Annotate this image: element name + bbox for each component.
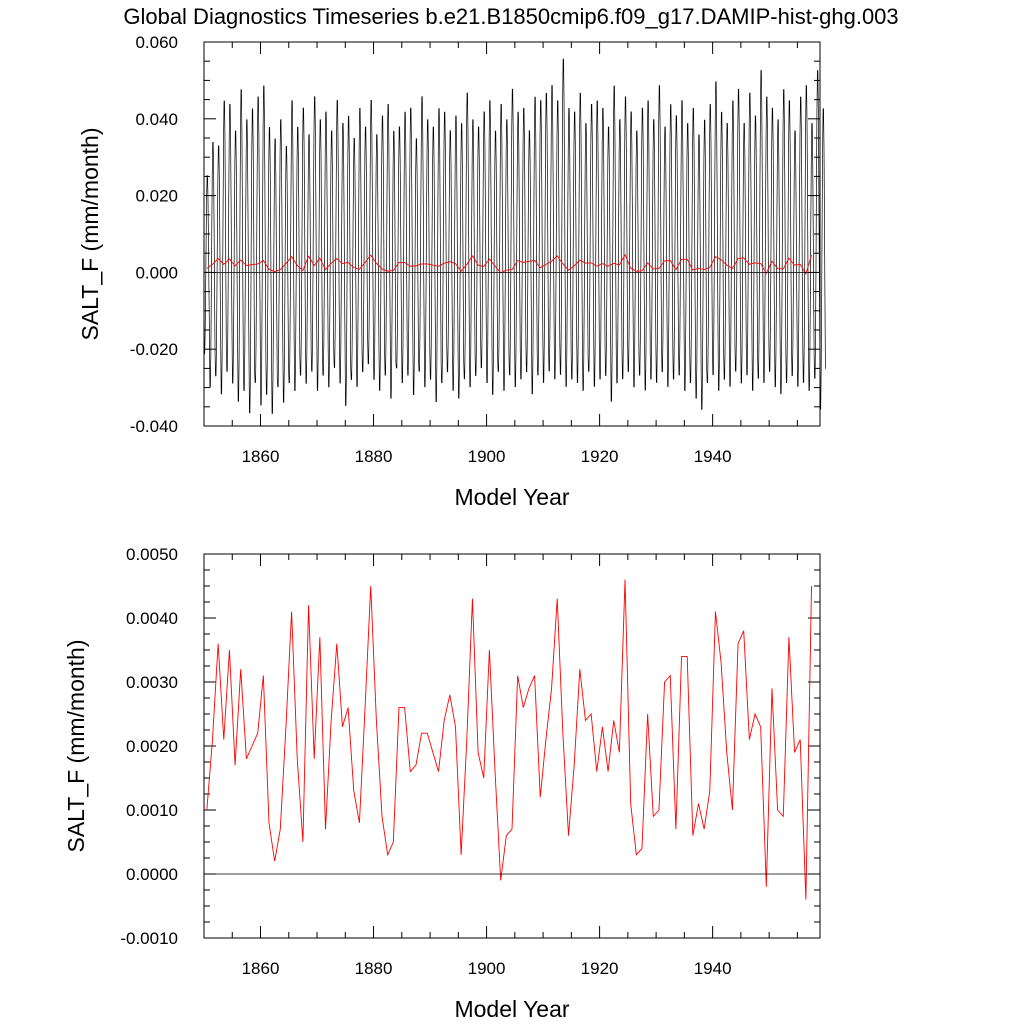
y-tick-label: 0.040 (135, 110, 178, 129)
y-tick-label: -0.020 (130, 340, 178, 359)
top-panel-monthly-series (204, 58, 826, 414)
figure-title: Global Diagnostics Timeseries b.e21.B185… (123, 4, 898, 29)
y-tick-label: 0.0020 (126, 737, 178, 756)
bottom-panel-annual-series (206, 579, 812, 900)
x-tick-label: 1920 (581, 447, 619, 466)
top-panel-y-tick-labels: -0.040 -0.020 0.000 0.020 0.040 0.060 (130, 33, 178, 436)
y-tick-label: 0.0040 (126, 609, 178, 628)
x-tick-label: 1900 (468, 447, 506, 466)
bottom-panel-frame (203, 553, 821, 939)
x-tick-label: 1880 (355, 447, 393, 466)
y-tick-label: -0.0010 (120, 929, 178, 948)
y-tick-label: -0.040 (130, 417, 178, 436)
x-tick-label: 1880 (355, 959, 393, 978)
y-tick-label: 0.060 (135, 33, 178, 52)
y-tick-label: 0.020 (135, 187, 178, 206)
x-tick-label: 1900 (468, 959, 506, 978)
annual-mean-line (206, 579, 812, 900)
bottom-panel-x-tick-labels: 1860 1880 1900 1920 1940 (242, 959, 732, 978)
bottom-panel-y-axis-label: SALT_F (mm/month) (63, 640, 89, 853)
top-panel-y-axis-label: SALT_F (mm/month) (77, 128, 103, 341)
y-tick-label: 0.0050 (126, 545, 178, 564)
x-tick-label: 1860 (242, 447, 280, 466)
top-panel-x-tick-labels: 1860 1880 1900 1920 1940 (242, 447, 732, 466)
bottom-panel-x-axis-label: Model Year (454, 996, 569, 1022)
top-panel-x-axis-label: Model Year (454, 484, 569, 510)
top-panel: -0.040 -0.020 0.000 0.020 0.040 0.060 1860 188… (77, 33, 826, 510)
top-panel-frame (203, 41, 821, 427)
y-tick-label: 0.0010 (126, 801, 178, 820)
annual-mean-line (206, 253, 812, 276)
monthly-series-line (204, 58, 826, 414)
x-tick-label: 1860 (242, 959, 280, 978)
bottom-panel: -0.0010 0.0000 0.0010 0.0020 0.0030 0.0040 0.0… (63, 545, 821, 1022)
x-tick-label: 1940 (694, 959, 732, 978)
bottom-panel-y-tick-labels: -0.0010 0.0000 0.0010 0.0020 0.0030 0.0040 0.0… (120, 545, 178, 948)
y-tick-label: 0.0000 (126, 865, 178, 884)
x-tick-label: 1920 (581, 959, 619, 978)
x-tick-label: 1940 (694, 447, 732, 466)
y-tick-label: 0.0030 (126, 673, 178, 692)
top-panel-annual-series (206, 253, 812, 276)
y-tick-label: 0.000 (135, 263, 178, 282)
